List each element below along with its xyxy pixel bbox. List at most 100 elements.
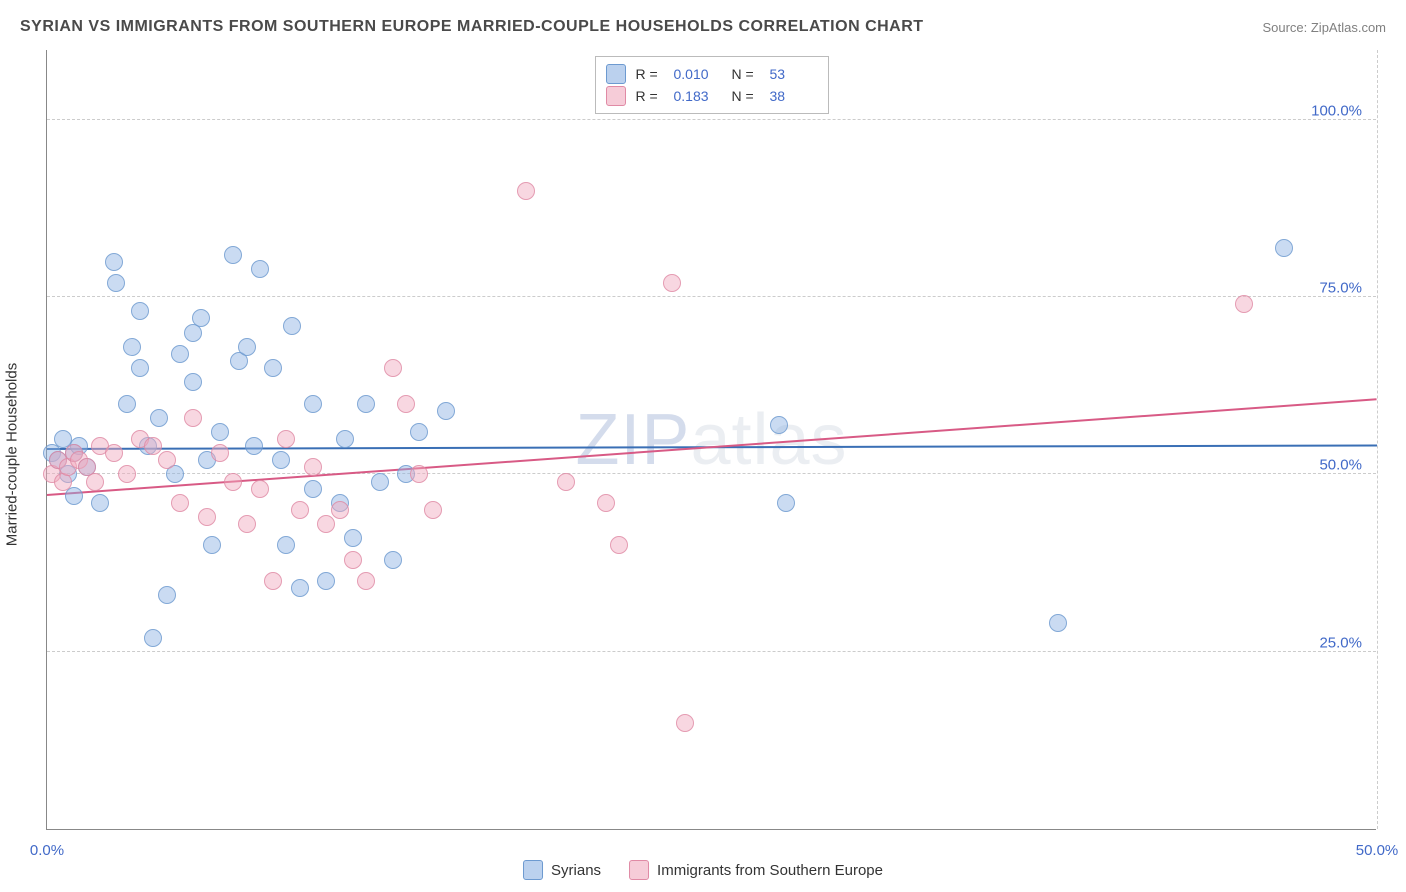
r-value: 0.010 <box>674 66 722 82</box>
data-point <box>371 473 389 491</box>
data-point <box>277 430 295 448</box>
data-point <box>272 451 290 469</box>
y-tick-label: 50.0% <box>1319 457 1362 474</box>
data-point <box>1235 295 1253 313</box>
data-point <box>224 473 242 491</box>
data-point <box>410 423 428 441</box>
data-point <box>86 473 104 491</box>
data-point <box>238 515 256 533</box>
data-point <box>107 274 125 292</box>
data-point <box>131 359 149 377</box>
data-point <box>1275 239 1293 257</box>
data-point <box>224 246 242 264</box>
data-point <box>357 572 375 590</box>
data-point <box>192 309 210 327</box>
data-point <box>357 395 375 413</box>
data-point <box>277 536 295 554</box>
data-point <box>144 629 162 647</box>
data-point <box>397 395 415 413</box>
series-legend: Syrians Immigrants from Southern Europe <box>523 860 883 880</box>
data-point <box>317 572 335 590</box>
y-tick-label: 75.0% <box>1319 280 1362 297</box>
data-point <box>557 473 575 491</box>
gridline-horizontal <box>47 119 1376 120</box>
data-point <box>597 494 615 512</box>
legend-item: Syrians <box>523 860 601 880</box>
data-point <box>211 423 229 441</box>
stat-row: R = 0.010 N = 53 <box>606 63 818 85</box>
data-point <box>105 444 123 462</box>
data-point <box>437 402 455 420</box>
stats-legend: R = 0.010 N = 53 R = 0.183 N = 38 <box>595 56 829 114</box>
legend-swatch <box>606 86 626 106</box>
data-point <box>198 508 216 526</box>
data-point <box>304 458 322 476</box>
y-tick-label: 25.0% <box>1319 634 1362 651</box>
legend-swatch <box>629 860 649 880</box>
data-point <box>344 551 362 569</box>
data-point <box>291 501 309 519</box>
legend-item: Immigrants from Southern Europe <box>629 860 883 880</box>
data-point <box>238 338 256 356</box>
header: SYRIAN VS IMMIGRANTS FROM SOUTHERN EUROP… <box>20 18 1386 36</box>
data-point <box>245 437 263 455</box>
legend-swatch <box>523 860 543 880</box>
data-point <box>91 494 109 512</box>
y-axis-label: Married-couple Households <box>4 363 21 546</box>
data-point <box>610 536 628 554</box>
legend-swatch <box>606 64 626 84</box>
data-point <box>251 260 269 278</box>
y-tick-label: 100.0% <box>1311 102 1362 119</box>
data-point <box>304 480 322 498</box>
data-point <box>203 536 221 554</box>
data-point <box>118 395 136 413</box>
data-point <box>283 317 301 335</box>
data-point <box>777 494 795 512</box>
x-tick-label: 50.0% <box>1356 842 1399 859</box>
data-point <box>158 451 176 469</box>
legend-label: Syrians <box>551 862 601 879</box>
data-point <box>123 338 141 356</box>
data-point <box>344 529 362 547</box>
n-label: N = <box>732 66 760 82</box>
scatter-chart: ZIPatlas R =0.010N =53R = 0.183N =38 25.… <box>46 50 1376 830</box>
data-point <box>410 465 428 483</box>
data-point <box>264 359 282 377</box>
data-point <box>171 494 189 512</box>
r-label: R = <box>636 88 664 104</box>
n-value: 38 <box>770 88 818 104</box>
data-point <box>517 182 535 200</box>
r-value: 0.183 <box>674 88 722 104</box>
data-point <box>118 465 136 483</box>
data-point <box>384 551 402 569</box>
n-label: N = <box>732 88 760 104</box>
data-point <box>211 444 229 462</box>
legend-label: Immigrants from Southern Europe <box>657 862 883 879</box>
data-point <box>317 515 335 533</box>
data-point <box>184 409 202 427</box>
data-point <box>144 437 162 455</box>
chart-title: SYRIAN VS IMMIGRANTS FROM SOUTHERN EUROP… <box>20 18 924 36</box>
data-point <box>384 359 402 377</box>
gridline-vertical <box>1377 50 1378 829</box>
data-point <box>663 274 681 292</box>
data-point <box>1049 614 1067 632</box>
data-point <box>424 501 442 519</box>
watermark-prefix: ZIP <box>575 400 690 480</box>
data-point <box>770 416 788 434</box>
data-point <box>264 572 282 590</box>
data-point <box>150 409 168 427</box>
data-point <box>171 345 189 363</box>
stat-row: R = 0.183 N = 38 <box>606 85 818 107</box>
data-point <box>676 714 694 732</box>
r-label: R = <box>636 66 664 82</box>
data-point <box>131 302 149 320</box>
gridline-horizontal <box>47 473 1376 474</box>
data-point <box>291 579 309 597</box>
n-value: 53 <box>770 66 818 82</box>
gridline-horizontal <box>47 651 1376 652</box>
data-point <box>336 430 354 448</box>
source-label: Source: ZipAtlas.com <box>1262 20 1386 35</box>
data-point <box>105 253 123 271</box>
data-point <box>304 395 322 413</box>
